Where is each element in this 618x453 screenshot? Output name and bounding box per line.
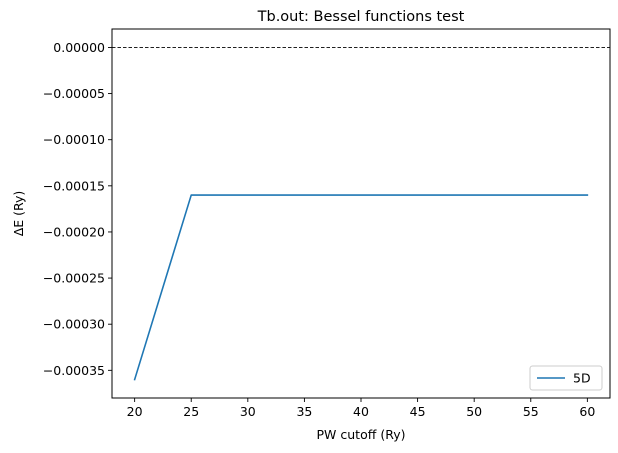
chart-title: Tb.out: Bessel functions test [257,9,465,25]
plot-frame [111,28,611,399]
x-tick-label: 20 [127,404,143,419]
x-tick-label: 35 [296,404,312,419]
y-tick-label: −0.00030 [43,317,105,332]
x-tick-label: 60 [579,404,595,419]
y-tick-label: −0.00010 [43,132,105,147]
x-axis-label: PW cutoff (Ry) [317,427,406,442]
y-axis: 0.00000 −0.00005 −0.00010 −0.00015 −0.00020 −… [43,40,112,378]
y-tick-label: −0.00035 [43,363,105,378]
series-line-5d [133,194,589,381]
legend: 5D [529,365,603,391]
y-tick-label: −0.00015 [43,178,105,193]
x-tick-label: 45 [410,404,426,419]
plot-area [112,47,610,381]
legend-label: 5D [573,371,591,386]
y-tick-label: −0.00005 [43,86,105,101]
y-axis-label: ΔE (Ry) [11,191,26,237]
y-tick-label: −0.00020 [43,224,105,239]
x-tick-label: 50 [466,404,482,419]
x-axis: 20 25 30 35 40 45 50 55 60 [127,398,595,419]
x-tick-label: 25 [183,404,199,419]
y-tick-label: −0.00025 [43,271,105,286]
x-tick-label: 55 [523,404,539,419]
legend-box [529,365,603,391]
x-tick-label: 40 [353,404,369,419]
x-tick-label: 30 [240,404,256,419]
y-tick-label: 0.00000 [53,40,105,55]
